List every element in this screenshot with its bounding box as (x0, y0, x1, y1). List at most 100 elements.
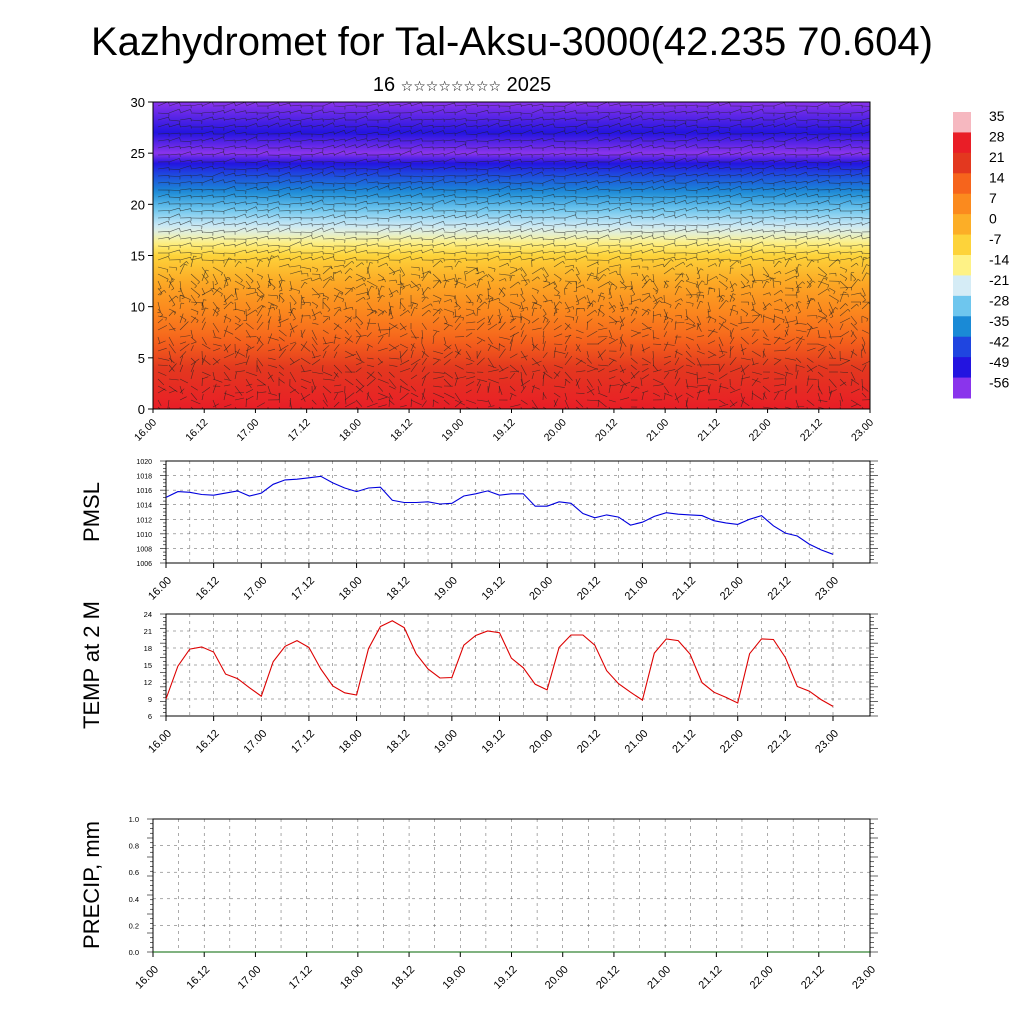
wind-barb (861, 152, 870, 156)
wind-barb (707, 384, 711, 394)
wind-barb (652, 185, 664, 191)
wind-barb (828, 272, 836, 275)
wind-barb (289, 322, 295, 333)
wind-barb-feather (181, 302, 185, 304)
wind-barb (564, 288, 566, 296)
wind-barb (388, 395, 391, 408)
wind-barb-feather (211, 178, 214, 182)
wind-barb-feather (398, 248, 401, 252)
wind-barb (234, 227, 246, 233)
wind-barb-feather (289, 227, 291, 232)
wind-barb (443, 359, 451, 366)
wind-barb (344, 275, 350, 282)
wind-barb (509, 266, 517, 269)
wind-barb-feather (242, 286, 245, 290)
wind-barb (333, 351, 338, 359)
wind-barb (751, 273, 756, 281)
wind-barb (773, 230, 785, 233)
wind-barb (366, 243, 378, 247)
wind-barb (454, 277, 459, 289)
wind-barb (179, 208, 191, 212)
wind-barb (212, 179, 224, 184)
wind-barb (751, 390, 753, 401)
wind-barb (729, 185, 741, 191)
wind-barb (762, 223, 775, 226)
wind-barb (707, 248, 719, 254)
wind-barb (355, 362, 363, 366)
wind-barb (531, 399, 538, 409)
warm-core (286, 319, 379, 409)
wind-barb (696, 389, 701, 401)
wind-barb (641, 243, 653, 247)
wind-barb-feather (596, 129, 599, 133)
wind-barb-feather (507, 263, 510, 267)
wind-barb (707, 340, 716, 345)
wind-barb (311, 151, 323, 156)
wind-barb (322, 161, 335, 163)
wind-barb (388, 145, 400, 149)
wind-barb-feather (630, 144, 632, 148)
wind-barb (531, 167, 543, 170)
wind-barb-feather (866, 264, 870, 267)
wind-barb (322, 336, 327, 345)
wind-barb (553, 392, 561, 398)
wind-barb (597, 399, 600, 408)
wind-barb (817, 329, 820, 338)
wind-barb-feather (586, 165, 588, 169)
wind-barb-feather (390, 317, 394, 320)
wind-barb (861, 208, 870, 212)
wind-barb (267, 306, 274, 310)
wind-barb (630, 258, 642, 261)
wind-barb (729, 152, 741, 156)
wind-barb-feather (333, 153, 335, 157)
wind-barb (608, 305, 615, 310)
wind-barb-feather (520, 235, 522, 239)
wind-barb (234, 195, 247, 198)
colorbar-label: -28 (989, 293, 1009, 309)
wind-barb (718, 364, 721, 372)
wind-barb (443, 139, 455, 142)
wind-barb (784, 180, 796, 184)
wind-barb-feather (234, 207, 236, 211)
wind-barb-feather (396, 290, 399, 294)
wind-barb-feather (794, 115, 797, 119)
wind-barb-feather (564, 152, 566, 156)
wind-barb-feather (420, 276, 425, 278)
wind-barb (190, 255, 194, 268)
wind-barb-feather (178, 213, 181, 217)
wind-barb (674, 172, 686, 177)
wind-barb (234, 110, 246, 114)
wind-barb-feather (614, 321, 618, 325)
wind-barb-feather (267, 257, 269, 261)
wind-barb-feather (489, 298, 494, 300)
wind-barb (630, 364, 637, 371)
wind-barb (377, 217, 390, 220)
wind-barb (399, 322, 407, 331)
wind-barb (487, 119, 500, 121)
wind-barb (432, 399, 435, 408)
wind-barb (795, 370, 799, 380)
wind-barb (355, 178, 367, 184)
wind-barb-feather (371, 285, 375, 288)
wind-barb-feather (564, 118, 566, 122)
wind-barb (663, 229, 675, 233)
wind-barb (311, 266, 318, 270)
wind-barb (498, 343, 505, 348)
wind-barb (190, 210, 203, 212)
wind-barb-feather (349, 319, 352, 323)
wind-barb-feather (157, 311, 161, 314)
wind-barb (861, 182, 870, 185)
wind-barb (784, 378, 787, 387)
wind-barb (366, 280, 378, 287)
wind-barb (850, 194, 862, 198)
wind-barb-feather (453, 157, 456, 161)
wind-barb (531, 369, 541, 373)
wind-barb-feather (186, 261, 189, 264)
wind-barb (718, 260, 722, 268)
wind-barb (575, 406, 581, 409)
wind-barb-feather (576, 303, 580, 306)
wind-barb-feather (343, 150, 346, 154)
wind-barb (762, 216, 774, 219)
wind-barb (619, 317, 626, 324)
wind-barb (256, 321, 264, 331)
